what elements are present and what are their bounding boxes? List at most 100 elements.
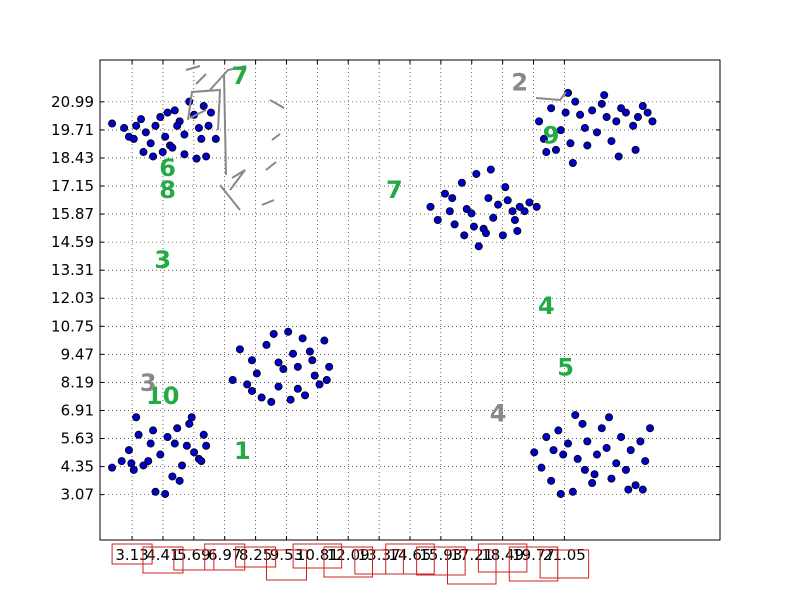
data-point [643, 108, 652, 117]
data-point [269, 329, 278, 338]
data-point [170, 106, 179, 115]
data-point [158, 148, 167, 157]
data-point [187, 413, 196, 422]
data-point [197, 457, 206, 466]
data-point [583, 437, 592, 446]
data-point [262, 340, 271, 349]
data-point [129, 134, 138, 143]
data-point [532, 202, 541, 211]
data-point [194, 123, 203, 132]
data-point [571, 411, 580, 420]
data-point [149, 152, 158, 161]
y-tick-label: 5.63 [61, 430, 94, 448]
data-point [624, 485, 633, 494]
annotation-label: 3 [154, 246, 171, 274]
data-point [556, 126, 565, 135]
data-point [590, 470, 599, 479]
x-tick-box [173, 549, 215, 571]
x-tick-label: 3.13 [115, 546, 148, 564]
data-point [580, 123, 589, 132]
data-point [621, 465, 630, 474]
data-point [559, 450, 568, 459]
data-point [648, 117, 657, 126]
data-point [641, 457, 650, 466]
data-point [629, 121, 638, 130]
data-point [469, 222, 478, 231]
data-point [161, 132, 170, 141]
x-tick-box [477, 543, 528, 573]
data-point [197, 134, 206, 143]
data-point [146, 139, 155, 148]
data-point [124, 446, 133, 455]
data-point [185, 419, 194, 428]
data-point [144, 457, 153, 466]
data-point [173, 424, 182, 433]
y-tick-label: 3.07 [61, 486, 94, 504]
data-point [202, 441, 211, 450]
data-point [448, 194, 457, 203]
data-point [549, 446, 558, 455]
data-point [571, 97, 580, 106]
data-point [445, 207, 454, 216]
data-point [592, 128, 601, 137]
data-point [132, 413, 141, 422]
annotation-label: 3 [140, 369, 157, 397]
data-point [170, 439, 179, 448]
data-point [257, 393, 266, 402]
x-tick-box [111, 543, 153, 565]
data-point [588, 479, 597, 488]
y-tick-label: 14.59 [51, 233, 94, 251]
data-point [547, 476, 556, 485]
data-point [501, 183, 510, 192]
y-tick-label: 4.35 [61, 458, 94, 476]
x-tick-box [508, 546, 559, 582]
annotation-label: 2 [511, 69, 528, 97]
x-tick-box [539, 549, 590, 579]
data-point [481, 229, 490, 238]
data-point [288, 349, 297, 358]
x-tick-label: 5.69 [177, 546, 210, 564]
data-point [156, 112, 165, 121]
data-point [638, 102, 647, 111]
data-point [513, 226, 522, 235]
data-point [274, 358, 283, 367]
data-point [612, 117, 621, 126]
data-point [614, 152, 623, 161]
x-tick-box [416, 546, 466, 576]
data-point [156, 450, 165, 459]
data-point [508, 207, 517, 216]
data-point [474, 242, 483, 251]
y-tick-label: 17.15 [51, 177, 94, 195]
data-point [638, 485, 647, 494]
data-point [151, 121, 160, 130]
data-point [646, 424, 655, 433]
y-tick-label: 8.19 [61, 373, 94, 391]
data-point [173, 121, 182, 130]
data-points [108, 88, 657, 498]
data-point [631, 145, 640, 154]
data-point [252, 369, 261, 378]
data-point [498, 231, 507, 240]
data-point [163, 432, 172, 441]
data-point [127, 459, 136, 468]
x-tick-box [142, 546, 184, 574]
data-point [192, 154, 201, 163]
data-point [293, 384, 302, 393]
annotation-label: 6 [159, 154, 176, 182]
data-point [325, 362, 334, 371]
annotation-label: 10 [146, 382, 179, 410]
data-point [525, 198, 534, 207]
annotation-label: 5 [557, 354, 574, 382]
data-point [489, 213, 498, 222]
annotation-label: 9 [543, 121, 560, 149]
x-tick-box [323, 546, 373, 578]
scribble-marks [185, 65, 567, 211]
data-point [168, 472, 177, 481]
y-tick-label: 18.43 [51, 149, 94, 167]
data-point [636, 437, 645, 446]
data-point [211, 134, 220, 143]
y-tick-label: 19.71 [51, 121, 94, 139]
data-point [315, 380, 324, 389]
data-point [605, 413, 614, 422]
